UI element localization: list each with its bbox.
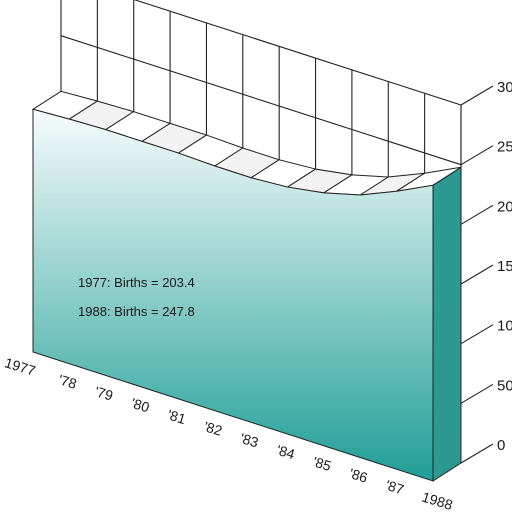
- y-tick-label: 50: [497, 377, 512, 394]
- y-tick-line-250: [460, 145, 494, 166]
- y-axis-ticks: 0 50 100 150 200 250 300: [460, 79, 512, 464]
- x-tick-label: 1988: [420, 489, 455, 513]
- x-tick-label: '80: [129, 395, 151, 416]
- y-tick-line-0: [460, 443, 494, 464]
- x-tick-label: '87: [384, 477, 406, 498]
- y-tick-label: 300: [497, 79, 512, 96]
- y-tick-line-100: [460, 324, 494, 345]
- back-gridline-250: [60, 35, 462, 166]
- y-tick-line-150: [460, 264, 494, 285]
- x-tick-label: '78: [56, 371, 78, 392]
- y-tick-label: 100: [497, 318, 512, 335]
- x-tick-label: '84: [275, 442, 297, 463]
- area-side-face: [432, 166, 462, 482]
- y-tick-label: 0: [497, 437, 505, 454]
- x-tick-label: '82: [202, 418, 224, 439]
- x-tick-label: '83: [238, 430, 260, 451]
- y-tick-line-300: [460, 85, 494, 106]
- y-tick-label: 200: [497, 198, 512, 215]
- annotation-1977: 1977: Births = 203.4: [78, 275, 195, 290]
- x-tick-label: '81: [166, 406, 188, 427]
- x-tick-label: '85: [311, 453, 333, 474]
- x-tick-label: '86: [347, 465, 369, 486]
- annotation-1988: 1988: Births = 247.8: [78, 304, 195, 319]
- y-tick-line-200: [460, 204, 494, 225]
- annotations: 1977: Births = 203.4 1988: Births = 247.…: [78, 275, 195, 319]
- back-gridline-300: [133, 0, 462, 106]
- y-tick-line-50: [460, 383, 494, 404]
- area-series: [31, 90, 462, 482]
- y-tick-label: 250: [497, 139, 512, 156]
- y-tick-label: 150: [497, 258, 512, 275]
- x-tick-label: '79: [93, 383, 115, 404]
- x-tick-label: 1977: [3, 354, 38, 378]
